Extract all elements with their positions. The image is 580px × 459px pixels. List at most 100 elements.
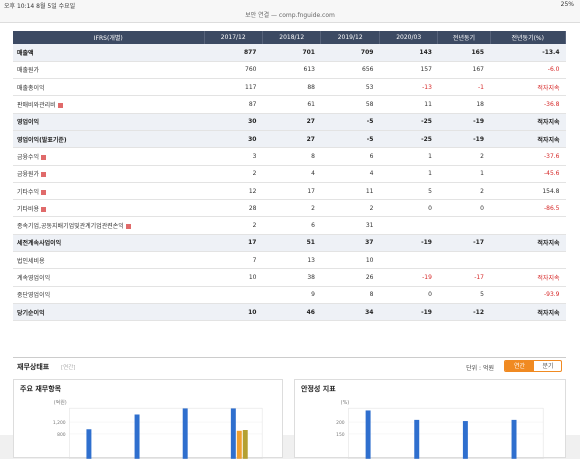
row-label-text: 종속기업,공동지배기업및관계기업관련손익 bbox=[17, 223, 124, 231]
table-cell: -45.6 bbox=[490, 165, 566, 183]
table-cell: 10 bbox=[320, 251, 380, 270]
stability-panel: 안정성 지표 (%) 200 150 bbox=[294, 379, 566, 459]
table-cell: 28 bbox=[204, 199, 263, 218]
table-cell: -5 bbox=[320, 130, 380, 149]
table-row: 중단영업이익 9 8 0 5 -93.9 bbox=[13, 286, 566, 304]
row-label: 매출원가 bbox=[13, 61, 204, 80]
row-label-text: 중단영업이익 bbox=[17, 292, 51, 300]
table-cell: 11 bbox=[320, 182, 380, 201]
table-row: 기타수익 12 17 11 5 2 154.8 bbox=[13, 182, 566, 201]
table-cell: -19 bbox=[437, 113, 490, 131]
panel-title: 안정성 지표 bbox=[301, 385, 336, 393]
table-cell: 적자지속 bbox=[490, 78, 566, 97]
table-cell: -1 bbox=[437, 78, 490, 97]
table-cell: 2 bbox=[437, 182, 490, 201]
table-cell: 37 bbox=[320, 234, 380, 253]
table-cell: -36.8 bbox=[490, 95, 566, 114]
expand-plus-icon[interactable] bbox=[41, 206, 47, 212]
table-cell: 적자지속 bbox=[490, 303, 566, 322]
table-cell: 적자지속 bbox=[490, 234, 566, 253]
table-cell: -25 bbox=[379, 130, 438, 149]
table-cell: 4 bbox=[262, 165, 321, 183]
table-row: 금융원가 2 4 4 1 1 -45.6 bbox=[13, 165, 566, 183]
row-label: 법인세비용 bbox=[13, 251, 204, 270]
table-row: 법인세비용 7 13 10 bbox=[13, 251, 566, 270]
expand-plus-icon[interactable] bbox=[41, 154, 47, 160]
table-cell: -86.5 bbox=[490, 199, 566, 218]
row-label: 세전계속사업이익 bbox=[13, 234, 204, 253]
column-header: 전년동기(%) bbox=[490, 31, 566, 44]
row-label-text: 매출원가 bbox=[17, 67, 40, 75]
table-row: 매출총이익 117 88 53 -13 -1 적자지속 bbox=[13, 78, 566, 97]
row-label: 금융원가 bbox=[13, 165, 204, 183]
table-cell: 6 bbox=[262, 216, 321, 235]
table-cell: -17 bbox=[437, 268, 490, 287]
row-label-text: 영업이익(발표기준) bbox=[17, 136, 67, 144]
table-cell: 1 bbox=[437, 165, 490, 183]
column-header: 2018/12 bbox=[262, 31, 322, 44]
table-row: 영업이익(발표기준) 30 27 -5 -25 -19 적자지속 bbox=[13, 130, 566, 149]
table-cell: -19 bbox=[379, 303, 438, 322]
row-label: 영업이익 bbox=[13, 113, 204, 131]
toggle-annual[interactable]: 연간 bbox=[505, 361, 534, 371]
y-axis-label: (%) bbox=[341, 400, 350, 406]
table-cell: 12 bbox=[204, 182, 263, 201]
battery-indicator: 25% bbox=[560, 1, 574, 8]
column-header: IFRS(개별) bbox=[13, 31, 205, 44]
table-cell: 적자지속 bbox=[490, 130, 566, 149]
row-label: 금융수익 bbox=[13, 147, 204, 166]
table-cell: 적자지속 bbox=[490, 268, 566, 287]
section-subtitle: [연간] bbox=[61, 365, 76, 371]
table-cell: 165 bbox=[437, 44, 490, 62]
row-label: 당기순이익 bbox=[13, 303, 204, 322]
y-tick-label: 1,200 bbox=[53, 420, 66, 426]
table-cell: 53 bbox=[320, 78, 380, 97]
expand-plus-icon[interactable] bbox=[41, 172, 47, 178]
table-header-row: IFRS(개별) 2017/12 2018/12 2019/12 2020/03 전년동기… bbox=[13, 31, 566, 44]
table-cell: 701 bbox=[262, 44, 321, 62]
column-header: 전년동기 bbox=[437, 31, 491, 44]
table-cell: 58 bbox=[320, 95, 380, 114]
table-row: 영업이익 30 27 -5 -25 -19 적자지속 bbox=[13, 113, 566, 131]
row-label: 영업이익(발표기준) bbox=[13, 130, 204, 149]
unit-label: 단위 : 억원 bbox=[466, 365, 494, 372]
table-cell bbox=[204, 286, 263, 304]
table-cell: 5 bbox=[437, 286, 490, 304]
table-cell: -13 bbox=[379, 78, 438, 97]
expand-plus-icon[interactable] bbox=[125, 224, 131, 230]
table-cell: 1 bbox=[379, 147, 438, 166]
row-label-text: 계속영업이익 bbox=[17, 275, 51, 282]
expand-plus-icon[interactable] bbox=[41, 189, 47, 195]
table-cell: -5 bbox=[320, 113, 380, 131]
table-cell: 7 bbox=[204, 251, 263, 270]
table-cell: 26 bbox=[320, 268, 380, 287]
toggle-quarter[interactable]: 분기 bbox=[542, 363, 554, 370]
expand-plus-icon[interactable] bbox=[57, 103, 63, 109]
table-cell: 61 bbox=[262, 95, 321, 114]
table-cell: 34 bbox=[320, 303, 380, 322]
table-cell: -17 bbox=[437, 234, 490, 253]
column-header: 2020/03 bbox=[379, 31, 439, 44]
table-cell: 2 bbox=[204, 216, 263, 235]
income-statement-table: IFRS(개별) 2017/12 2018/12 2019/12 2020/03 전년동기… bbox=[13, 31, 566, 322]
table-cell: -19 bbox=[379, 268, 438, 287]
table-cell: -19 bbox=[379, 234, 438, 253]
table-cell: 117 bbox=[204, 78, 263, 97]
period-toggle[interactable]: 연간 분기 bbox=[504, 360, 562, 372]
y-axis-label: (억원) bbox=[54, 399, 67, 406]
table-row: 당기순이익 10 46 34 -19 -12 적자지속 bbox=[13, 303, 566, 322]
row-label-text: 매출총이익 bbox=[17, 84, 45, 92]
row-label: 기타비용 bbox=[13, 199, 204, 218]
table-cell: 13 bbox=[262, 251, 321, 270]
address-bar[interactable]: 보안 연결 — comp.fnguide.com bbox=[0, 9, 580, 23]
table-row: 판매비와관리비 87 61 58 11 18 -36.8 bbox=[13, 95, 566, 114]
y-tick-label: 200 bbox=[336, 420, 345, 426]
table-cell: 18 bbox=[437, 95, 490, 114]
row-label-text: 법인세비용 bbox=[17, 257, 45, 265]
table-cell: 38 bbox=[262, 268, 321, 287]
table-cell: 760 bbox=[204, 61, 263, 80]
table-cell: 3 bbox=[204, 147, 263, 166]
section-title: 재무상태표 bbox=[17, 363, 50, 371]
